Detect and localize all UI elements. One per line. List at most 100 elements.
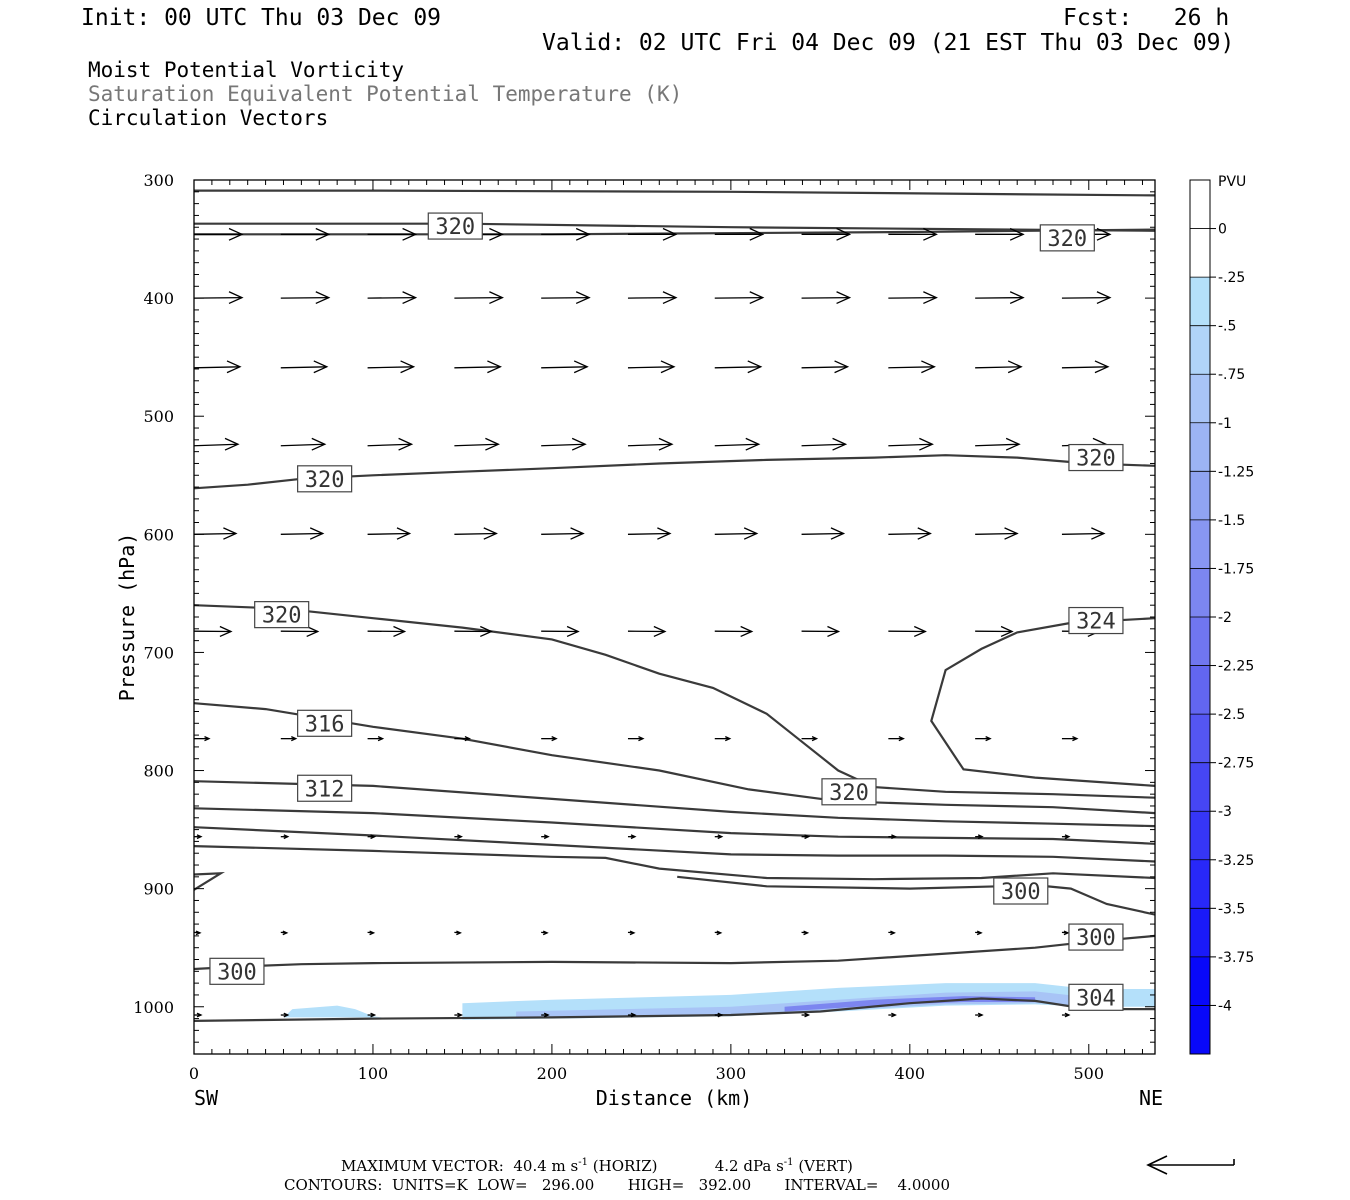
circulation-vector: [801, 1012, 811, 1018]
circulation-vector: [801, 437, 848, 451]
circulation-vector: [627, 360, 676, 374]
valid-time: Valid: 02 UTC Fri 04 Dec 09 (21 EST Thu …: [542, 30, 1235, 56]
theta-es-contour-8: [194, 807, 1155, 845]
theta-es-contour-14: [194, 997, 1155, 1022]
svg-text:316: 316: [305, 712, 345, 737]
x-tick-label: 200: [537, 1064, 568, 1083]
y-tick-label: 300: [143, 171, 174, 190]
svg-text:300: 300: [217, 960, 257, 985]
circulation-vector: [367, 360, 416, 374]
colorbar-tick-label: -2.75: [1218, 756, 1254, 772]
circulation-vector: [280, 736, 298, 742]
circulation-vector: [888, 1012, 897, 1018]
colorbar-tick-label: -3.25: [1218, 853, 1254, 869]
horiz-unit: (HORIZ): [592, 1157, 658, 1175]
circulation-vector: [541, 527, 585, 540]
circulation-vector: [1061, 834, 1071, 840]
circulation-vector: [1061, 736, 1079, 742]
colorbar-tick-label: -.25: [1218, 270, 1245, 286]
vert-vector-value: 4.2 dPa s: [714, 1157, 784, 1175]
circulation-vector: [888, 527, 932, 540]
circulation-vector: [714, 227, 765, 241]
circulation-vector: [627, 291, 678, 305]
colorbar-tick-label: -3.75: [1218, 950, 1254, 966]
colorbar-tick-label: -1.25: [1218, 464, 1254, 480]
svg-text:300: 300: [1001, 880, 1041, 905]
circulation-vector: [367, 736, 385, 742]
contour-label: 320: [297, 465, 353, 493]
circulation-vector: [975, 227, 1025, 241]
circulation-vector: [280, 625, 320, 638]
circulation-vector: [888, 227, 938, 241]
colorbar-swatch: [1190, 859, 1210, 909]
circulation-vector: [194, 834, 203, 840]
circulation-vector: [975, 360, 1023, 374]
circulation-vector: [888, 736, 905, 742]
circulation-vector: [1061, 527, 1106, 540]
circulation-vector: [454, 527, 498, 540]
contour-label: 300: [993, 877, 1049, 905]
horiz-exponent: -1: [578, 1157, 588, 1168]
y-tick-label: 1000: [133, 998, 174, 1017]
circulation-vector: [541, 930, 549, 936]
colorbar-tick-label: -1: [1218, 416, 1232, 432]
circulation-vector: [280, 291, 331, 305]
contour-label: 324: [1068, 606, 1124, 635]
forecast-hour: Fcst: 26 h: [1063, 5, 1230, 31]
contour-label: 316: [297, 709, 353, 737]
circulation-vector: [801, 360, 850, 374]
vert-exponent: -1: [783, 1157, 794, 1168]
circulation-vector: [454, 291, 504, 305]
svg-text:300: 300: [1076, 926, 1116, 951]
y-tick-label: 500: [143, 407, 174, 426]
contour-label: 312: [297, 774, 353, 802]
circulation-vector: [454, 360, 502, 374]
theta-es-contour-11: [194, 872, 225, 891]
contour-label: 304: [1068, 983, 1124, 1011]
circulation-vector: [541, 736, 558, 742]
circulation-vector: [975, 1012, 984, 1018]
colorbar-swatch: [1190, 714, 1210, 763]
circulation-vector: [714, 1012, 724, 1018]
circulation-vector: [1061, 930, 1070, 936]
circulation-vector: [801, 930, 810, 936]
circulation-vector: [627, 625, 667, 638]
colorbar-swatch: [1190, 180, 1210, 229]
x-tick-label: 500: [1074, 1064, 1105, 1083]
reference-vector-arrow: [1146, 1155, 1235, 1175]
circulation-vector: [888, 930, 896, 936]
field-label-theta-es: Saturation Equivalent Potential Temperat…: [88, 82, 683, 106]
colorbar-swatch: [1190, 228, 1210, 278]
colorbar-tick-label: -2.25: [1218, 659, 1254, 675]
circulation-vector: [280, 527, 325, 540]
circulation-vector: [801, 625, 841, 638]
colorbar-tick-label: -1.5: [1218, 513, 1245, 529]
circulation-vector: [454, 930, 462, 936]
horiz-vector-value: 40.4 m s: [513, 1157, 579, 1175]
y-tick-label: 800: [143, 762, 174, 781]
svg-text:320: 320: [1047, 227, 1087, 252]
contour-label: 320: [427, 212, 483, 240]
circulation-vector: [367, 834, 377, 840]
circulation-vector: [541, 834, 550, 840]
circulation-vector: [194, 360, 242, 374]
circulation-vector: [194, 1012, 203, 1018]
circulation-vector: [714, 360, 763, 374]
theta-es-contour-12: [677, 875, 1155, 916]
colorbar-swatch: [1190, 665, 1210, 715]
theta-es-contour-13: [194, 934, 1155, 971]
y-axis-title: Pressure (hPa): [115, 533, 139, 702]
colorbar-swatch: [1190, 471, 1210, 520]
circulation-vector: [975, 736, 992, 742]
circulation-vector: [541, 291, 591, 305]
circulation-vector: [714, 736, 732, 742]
colorbar-swatch: [1190, 617, 1210, 666]
circulation-vector: [627, 930, 636, 936]
x-tick-label: 0: [189, 1064, 199, 1083]
circulation-vector: [627, 437, 674, 451]
circulation-vector: [541, 437, 587, 451]
max-vector-line: MAXIMUM VECTOR: 40.4 m s-1 (HORIZ) 4.2 d…: [341, 1157, 853, 1175]
colorbar-tick-label: -2: [1218, 610, 1232, 626]
circulation-vector: [975, 437, 1021, 451]
plot-frame: [193, 179, 1156, 1055]
